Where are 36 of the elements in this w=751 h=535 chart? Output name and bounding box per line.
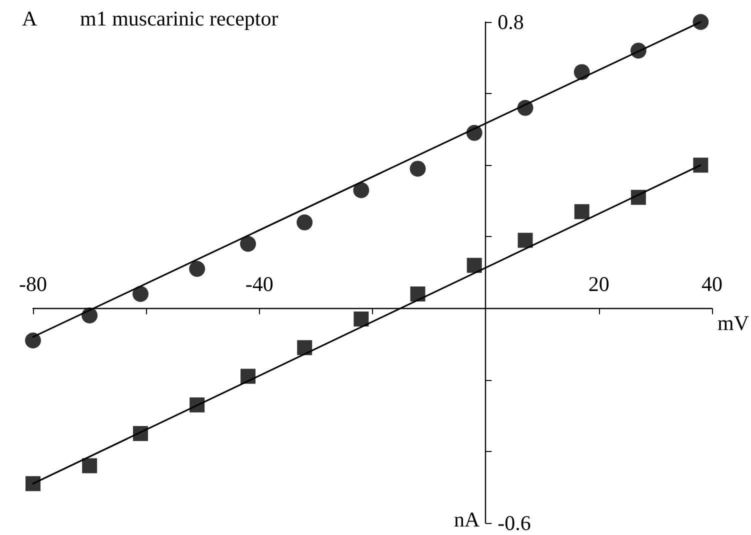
point [466, 258, 482, 273]
point [630, 190, 646, 205]
point [26, 476, 40, 492]
point [25, 332, 41, 348]
point [693, 158, 708, 173]
point [133, 426, 148, 442]
point [190, 397, 205, 412]
x-tick-label: -80 [19, 272, 47, 296]
point [82, 307, 98, 324]
point [466, 124, 482, 141]
point [574, 64, 590, 80]
point [240, 368, 256, 384]
point [189, 260, 206, 277]
point [297, 340, 312, 356]
point [517, 100, 534, 116]
y-axis-title: nA [454, 508, 480, 532]
point [518, 232, 533, 248]
x-tick-label: 40 [702, 272, 722, 296]
x-tick-label: 20 [588, 272, 610, 296]
point [410, 160, 426, 177]
point [132, 286, 149, 302]
y-tick-label: 0.8 [498, 10, 524, 34]
point [410, 286, 426, 302]
point [692, 14, 709, 30]
y-tick-label: -0.6 [498, 511, 531, 535]
x-tick-label: -40 [245, 272, 274, 296]
point [296, 214, 313, 230]
point [354, 312, 369, 327]
x-axis-title: mV [718, 310, 749, 335]
point [353, 182, 370, 198]
point [82, 458, 98, 474]
chart-title: m1 muscarinic receptor [80, 6, 278, 30]
point [240, 236, 256, 252]
annotation: A [22, 6, 38, 30]
point [574, 204, 590, 220]
point [630, 42, 646, 59]
